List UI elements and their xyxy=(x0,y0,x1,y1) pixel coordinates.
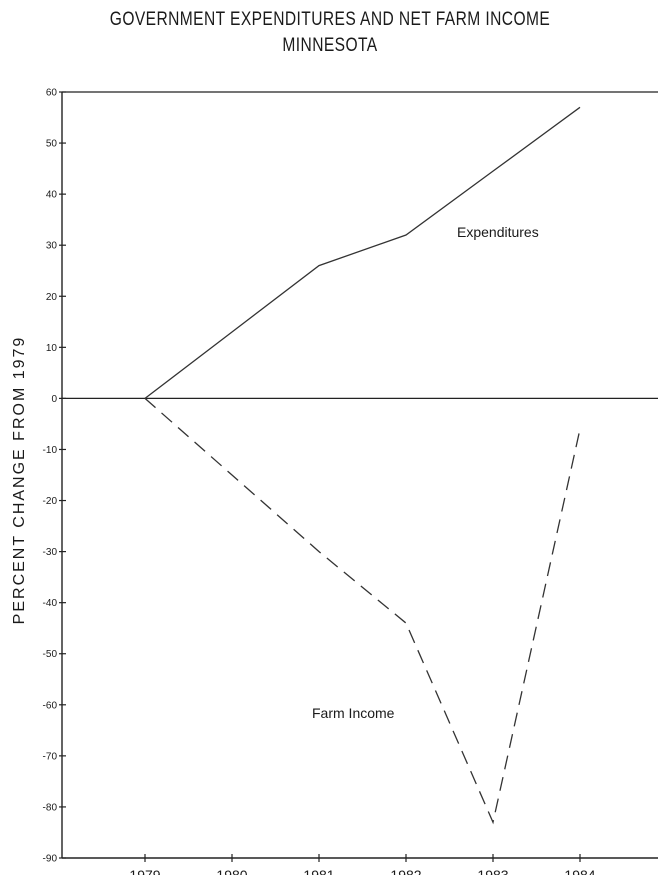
farm-income-label: Farm Income xyxy=(312,705,395,721)
x-tick-label: 1983 xyxy=(477,867,508,875)
x-tick-label: 1979 xyxy=(129,867,160,875)
y-tick-label: -20 xyxy=(43,496,58,507)
expenditures-line xyxy=(144,106,581,399)
farm-income-line xyxy=(144,397,581,825)
y-tick-label: 0 xyxy=(51,394,57,405)
chart-title: GOVERNMENT EXPENDITURES AND NET FARM INC… xyxy=(109,9,551,30)
y-tick-label: -40 xyxy=(43,598,58,609)
y-tick-label: 20 xyxy=(46,292,58,303)
y-tick-label: -10 xyxy=(43,445,58,456)
x-tick-label: 1984 xyxy=(564,867,595,875)
y-tick-label: 60 xyxy=(46,88,58,99)
chart-subtitle: MINNESOTA xyxy=(282,35,378,56)
x-tick-label: 1980 xyxy=(216,867,247,875)
y-tick-label: 40 xyxy=(46,190,58,201)
y-tick-label: -70 xyxy=(43,751,58,762)
y-tick-label: -50 xyxy=(43,649,58,660)
y-tick-label: 30 xyxy=(46,241,58,252)
y-tick-label: -90 xyxy=(43,854,58,865)
y-tick-label: 10 xyxy=(46,343,58,354)
y-tick-label: -80 xyxy=(43,802,58,813)
x-tick-label: 1982 xyxy=(390,867,421,875)
x-tick-label: 1981 xyxy=(303,867,334,875)
y-tick-label: -30 xyxy=(43,547,58,558)
y-tick-label: -60 xyxy=(43,700,58,711)
expenditures-label: Expenditures xyxy=(457,224,539,240)
y-tick-label: 50 xyxy=(46,139,58,150)
